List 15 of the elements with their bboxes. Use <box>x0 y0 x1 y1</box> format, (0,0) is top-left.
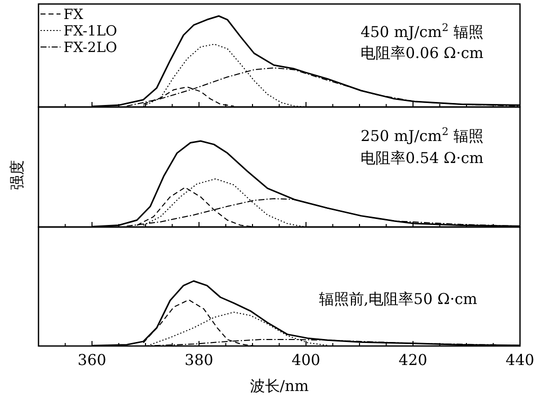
annotation: 电阻率0.54 Ω·cm <box>360 149 484 167</box>
x-tick-label: 420 <box>398 351 428 369</box>
x-tick-label: 360 <box>78 351 106 369</box>
x-axis-title: 波长/nm <box>250 377 309 395</box>
legend-label: FX-2LO <box>64 40 118 56</box>
legend-label: FX-1LO <box>64 24 118 40</box>
y-axis-title: 强度 <box>8 160 26 190</box>
x-tick-label: 400 <box>292 351 320 369</box>
annotation: 辐照前,电阻率50 Ω·cm <box>318 290 478 308</box>
legend-label: FX <box>64 7 84 23</box>
annotation: 电阻率0.06 Ω·cm <box>360 44 484 62</box>
annotation: 250 mJ/cm$^{2}$ 辐照 <box>360 126 484 145</box>
annotation: 450 mJ/cm$^{2}$ 辐照 <box>360 22 484 41</box>
x-tick-label: 380 <box>184 351 214 369</box>
x-tick-label: 440 <box>506 351 534 369</box>
